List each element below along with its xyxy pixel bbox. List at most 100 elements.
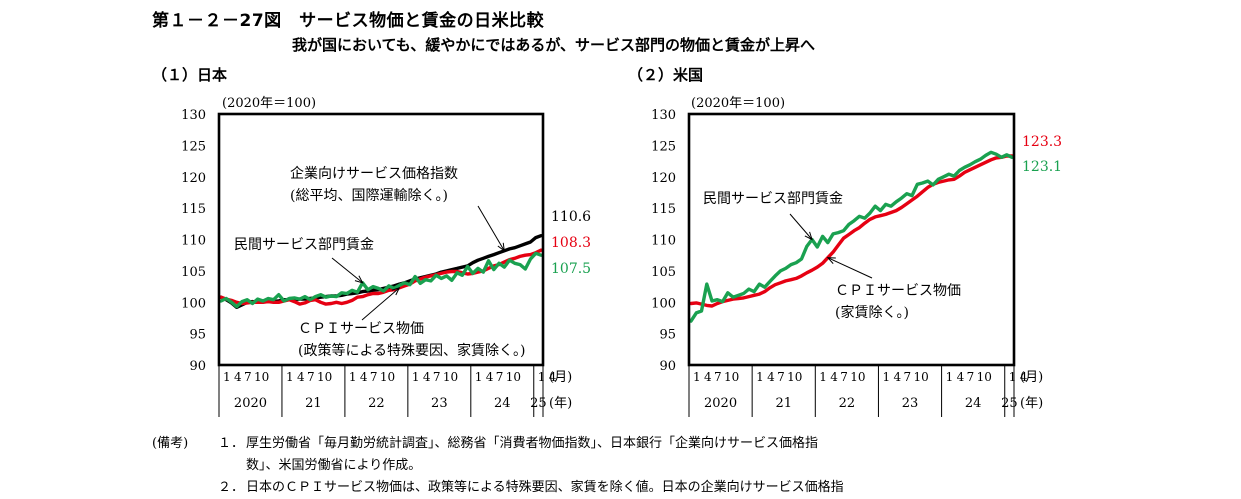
x-month-label: 4: [767, 370, 775, 384]
figure-title: 第１－２－27図 サービス物価と賃金の日米比較: [152, 11, 545, 31]
x-month-label: 4: [893, 370, 901, 384]
leader-line: [827, 257, 873, 279]
x-year-axis-label: (年): [549, 396, 572, 411]
x-month-label: 4: [957, 370, 965, 384]
series-line-3: [219, 251, 543, 309]
x-month-label: 7: [777, 370, 785, 384]
x-month-label: 1: [349, 370, 357, 384]
x-year-label: 22: [839, 396, 856, 411]
panel-title-us: （２）米国: [628, 66, 704, 84]
x-year-label: 24: [494, 396, 511, 411]
x-month-label: 10: [913, 370, 928, 384]
x-month-label: 7: [244, 370, 252, 384]
x-year-label: 25: [1001, 396, 1018, 411]
x-month-label: 7: [840, 370, 848, 384]
note-2: ２． 日本のＣＰＩサービス物価は、政策等による特殊要因、家賃を除く値。日本の企業…: [152, 477, 844, 499]
x-month-label: 7: [307, 370, 315, 384]
x-year-label: 22: [368, 396, 385, 411]
x-month-label: 10: [443, 370, 458, 384]
note-1-line-2: 数」、米国労働省により作成。: [246, 458, 422, 473]
x-month-label: 1: [819, 370, 827, 384]
x-month-label: 7: [433, 370, 441, 384]
series-label: ＣＰＩサービス物価: [835, 283, 961, 299]
x-month-label: 4: [234, 370, 242, 384]
y-tick-label: 105: [651, 265, 676, 280]
notes: (備考) １． 厚生労働省「毎月勤労統計調査」、総務省「消費者物価指数」、日本銀…: [152, 433, 844, 499]
y-tick-label: 105: [181, 265, 206, 280]
x-month-label: 4: [830, 370, 838, 384]
x-month-label: 7: [496, 370, 504, 384]
series-label: ＣＰＩサービス物価: [298, 321, 424, 337]
x-month-label: 7: [714, 370, 722, 384]
x-month-label: 4: [486, 370, 494, 384]
series-label: (政策等による特殊要因、家賃除く。): [298, 342, 526, 359]
x-year-label: 23: [431, 396, 448, 411]
unit-label: (2020年＝100): [691, 96, 785, 111]
y-tick-label: 95: [189, 328, 206, 343]
y-tick-label: 125: [651, 139, 676, 154]
plot-frame: [687, 112, 1016, 367]
x-month-label: 1: [538, 370, 546, 384]
leader-line: [477, 205, 505, 252]
y-tick-label: 130: [181, 108, 206, 123]
x-month-label: 4: [297, 370, 305, 384]
x-month-label: 10: [787, 370, 802, 384]
y-tick-label: 130: [651, 108, 676, 123]
y-tick-label: 100: [181, 296, 206, 311]
note-1-line-1: 厚生労働省「毎月勤労統計調査」、総務省「消費者物価指数」、日本銀行「企業向けサー…: [246, 436, 819, 451]
x-month-label: 1: [475, 370, 483, 384]
x-month-label: 1: [756, 370, 764, 384]
leader-arrowhead: [804, 231, 813, 241]
x-year-label: 21: [775, 396, 792, 411]
figure-subtitle: 我が国においても、緩やかにではあるが、サービス部門の物価と賃金が上昇へ: [292, 36, 816, 54]
x-month-axis-label: (月): [1020, 370, 1043, 385]
series-label: 企業向けサービス価格指数: [290, 165, 458, 182]
x-year-label: 24: [965, 396, 982, 411]
y-tick-label: 110: [181, 234, 206, 249]
x-year-label: 21: [305, 396, 322, 411]
x-month-label: 10: [317, 370, 332, 384]
y-tick-label: 95: [659, 328, 676, 343]
leader-arrowhead: [391, 286, 401, 296]
notes-label: (備考): [152, 436, 189, 451]
y-tick-label: 115: [651, 202, 676, 217]
x-month-label: 4: [360, 370, 368, 384]
unit-label: (2020年＝100): [222, 96, 316, 111]
end-value-label: 123.3: [1022, 134, 1062, 150]
x-year-label: 23: [902, 396, 919, 411]
note-2-line-1: 日本のＣＰＩサービス物価は、政策等による特殊要因、家賃を除く値。日本の企業向けサ…: [246, 480, 844, 495]
x-month-label: 7: [967, 370, 975, 384]
note-1-number: １．: [218, 436, 245, 451]
series-line-1: [689, 154, 1014, 308]
y-tick-label: 100: [651, 296, 676, 311]
x-month-label: 7: [903, 370, 911, 384]
x-month-label: 4: [704, 370, 712, 384]
leader-line: [361, 287, 400, 321]
x-month-label: 10: [254, 370, 269, 384]
series-line-2: [219, 248, 543, 306]
x-month-label: 1: [693, 370, 701, 384]
plot-frame: [217, 112, 545, 367]
series-line-2: [689, 150, 1014, 323]
note-2-number: ２．: [218, 480, 245, 495]
x-month-label: 4: [423, 370, 431, 384]
x-month-label: 1: [882, 370, 890, 384]
x-month-label: 1: [412, 370, 420, 384]
leader-line: [789, 213, 813, 240]
leader-arrowhead: [826, 257, 836, 264]
series-label: (家賃除く。): [835, 304, 909, 321]
end-value-label: 108.3: [551, 235, 591, 251]
series-label: (総平均、国際運輸除く。): [290, 188, 448, 204]
leader-arrowhead: [354, 275, 364, 284]
y-tick-label: 120: [181, 171, 206, 186]
x-month-label: 1: [946, 370, 954, 384]
x-month-label: 4: [1020, 370, 1028, 384]
x-year-label: 2020: [234, 396, 267, 411]
panel-title-japan: （１）日本: [152, 66, 228, 84]
end-value-label: 110.6: [551, 209, 591, 225]
end-value-label: 123.1: [1022, 159, 1062, 175]
leader-arrowhead: [497, 242, 505, 252]
leader-line: [331, 257, 363, 284]
end-value-label: 107.5: [551, 261, 591, 277]
